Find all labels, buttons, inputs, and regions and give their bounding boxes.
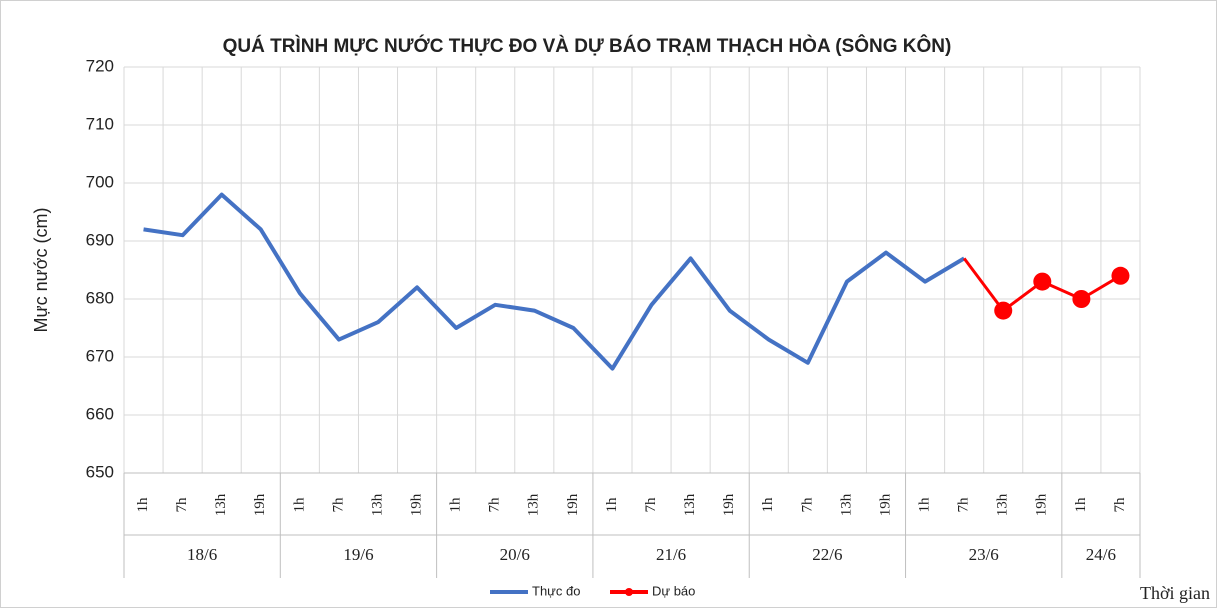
chart-title: QUÁ TRÌNH MỰC NƯỚC THỰC ĐO VÀ DỰ BÁO TRẠ… (223, 35, 952, 57)
legend-label: Dự báo (652, 583, 695, 598)
point-marker (1111, 266, 1130, 285)
y-tick-label: 710 (86, 114, 114, 133)
x-tick-label: 7h (330, 497, 346, 513)
x-tick-label: 7h (174, 497, 190, 513)
x-group-label: 20/6 (500, 545, 530, 564)
x-tick-label: 7h (956, 497, 972, 513)
x-group-label: 19/6 (343, 545, 373, 564)
x-tick-label: 1h (291, 497, 307, 513)
x-tick-label: 1h (448, 497, 464, 513)
x-group-label: 22/6 (812, 545, 842, 564)
y-tick-label: 680 (86, 288, 114, 307)
y-tick-label: 700 (86, 172, 114, 191)
x-tick-label: 13h (213, 493, 229, 516)
point-marker (1072, 290, 1091, 308)
x-tick-label: 7h (643, 497, 659, 513)
x-tick-label: 1h (760, 497, 776, 513)
y-tick-label: 670 (86, 346, 114, 365)
y-axis-label: Mực nước (cm) (31, 208, 51, 333)
x-tick-label: 13h (526, 493, 542, 516)
y-tick-label: 660 (86, 404, 114, 423)
x-tick-label: 19h (877, 493, 893, 516)
x-tick-label: 13h (369, 493, 385, 516)
x-tick-label: 7h (1112, 497, 1128, 513)
legend-label: Thực đo (532, 583, 580, 598)
y-tick-label: 720 (86, 56, 114, 75)
x-tick-label: 1h (604, 497, 620, 513)
x-group-label: 23/6 (969, 545, 999, 564)
x-tick-label: 13h (682, 493, 698, 516)
x-axis-label: Thời gian (1140, 583, 1210, 603)
x-tick-label: 19h (252, 493, 268, 516)
x-tick-label: 1h (917, 497, 933, 513)
x-tick-label: 1h (1073, 497, 1089, 513)
x-group-label: 18/6 (187, 545, 217, 564)
legend-marker (625, 588, 633, 596)
x-tick-label: 7h (799, 497, 815, 513)
x-tick-label: 13h (838, 493, 854, 516)
x-tick-label: 7h (487, 497, 503, 513)
y-tick-label: 690 (86, 230, 114, 249)
y-tick-label: 650 (86, 462, 114, 481)
x-group-label: 24/6 (1086, 545, 1116, 564)
x-group-label: 21/6 (656, 545, 686, 564)
x-tick-label: 19h (721, 493, 737, 516)
x-tick-label: 19h (409, 493, 425, 516)
x-tick-label: 1h (135, 497, 151, 513)
x-tick-label: 13h (995, 493, 1011, 516)
x-tick-label: 19h (1034, 493, 1050, 516)
point-marker (1033, 272, 1052, 291)
x-tick-label: 19h (565, 493, 581, 516)
point-marker (994, 301, 1013, 320)
series-line (143, 192, 966, 371)
